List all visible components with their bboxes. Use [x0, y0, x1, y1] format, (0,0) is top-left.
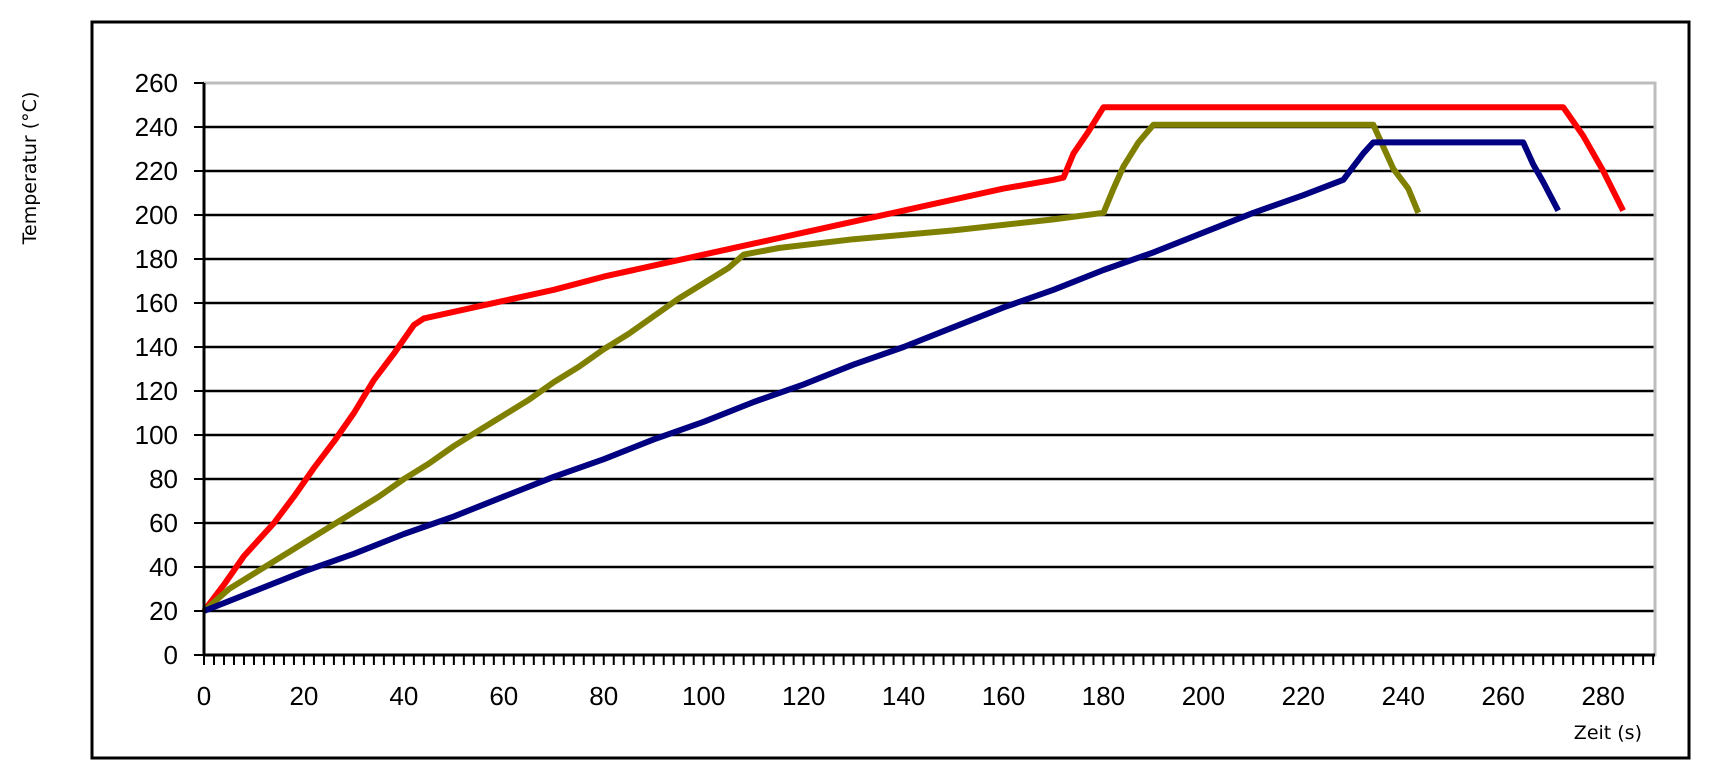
x-tick-label-140: 140 [882, 681, 925, 711]
axis-layer: 0 20 40 60 80 100 120 140 160 180 200 220 240 260 0 20 4… [135, 68, 1655, 711]
y-tick-label-80: 80 [149, 464, 178, 494]
y-tick-label-120: 120 [135, 376, 178, 406]
y-tick-label-220: 220 [135, 156, 178, 186]
series-layer [201, 104, 1626, 614]
y-tick-label-160: 160 [135, 288, 178, 318]
x-tick-label-60: 60 [489, 681, 518, 711]
x-tick-label-200: 200 [1182, 681, 1225, 711]
x-tick-label-0: 0 [197, 681, 211, 711]
x-tick-label-20: 20 [289, 681, 318, 711]
y-tick-label-20: 20 [149, 596, 178, 626]
x-tick-label-240: 240 [1382, 681, 1425, 711]
x-axis-label: Zeit (s) [1574, 722, 1642, 744]
y-tick-label-200: 200 [135, 200, 178, 230]
y-tick-label-180: 180 [135, 244, 178, 274]
y-tick-label-40: 40 [149, 552, 178, 582]
series-line-3 [202, 139, 1561, 614]
x-tick-label-80: 80 [589, 681, 618, 711]
y-tick-label-0: 0 [164, 640, 178, 670]
x-tick-label-40: 40 [389, 681, 418, 711]
y-axis-label: Temperatur (°C) [19, 92, 41, 246]
x-tick-label-160: 160 [982, 681, 1025, 711]
y-tick-label-60: 60 [149, 508, 178, 538]
y-tick-label-260: 260 [135, 68, 178, 98]
x-tick-label-100: 100 [682, 681, 725, 711]
series-line-1 [201, 104, 1626, 613]
grid-layer [204, 125, 1655, 613]
y-tick-label-100: 100 [135, 420, 178, 450]
series-line-2 [202, 121, 1422, 614]
x-tick-label-180: 180 [1082, 681, 1125, 711]
x-tick-label-220: 220 [1282, 681, 1325, 711]
x-tick-label-120: 120 [782, 681, 825, 711]
y-tick-label-140: 140 [135, 332, 178, 362]
x-tick-label-280: 280 [1581, 681, 1624, 711]
x-tick-label-260: 260 [1482, 681, 1525, 711]
y-tick-label-240: 240 [135, 112, 178, 142]
